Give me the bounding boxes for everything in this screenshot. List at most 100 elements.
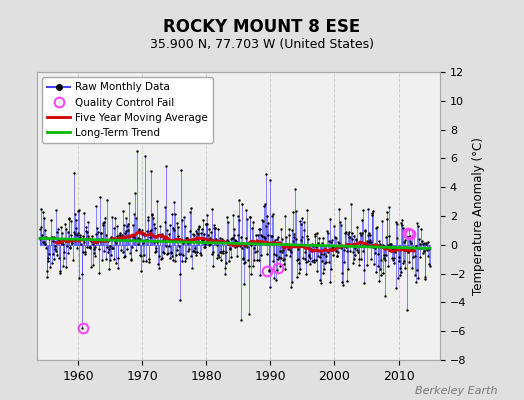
Point: [385, 233, 394, 240]
Point: [271, 241, 279, 247]
Point: [371, 244, 379, 251]
Point: [401, 264, 409, 271]
Point: [135, 226, 144, 233]
Point: [341, 230, 350, 237]
Point: [332, 252, 341, 259]
Point: [93, 225, 101, 231]
Point: [77, 241, 85, 247]
Point: [40, 238, 48, 245]
Point: [377, 257, 386, 263]
Point: [49, 238, 58, 244]
Point: [363, 262, 371, 268]
Point: [176, 296, 184, 303]
Point: [379, 255, 388, 261]
Point: [194, 226, 202, 232]
Point: [361, 228, 369, 234]
Point: [219, 248, 227, 254]
Point: [95, 246, 103, 252]
Point: [124, 220, 133, 227]
Point: [82, 224, 90, 230]
Point: [294, 270, 303, 277]
Point: [162, 243, 171, 249]
Point: [192, 228, 201, 234]
Point: [422, 241, 431, 247]
Point: [407, 240, 416, 246]
Point: [224, 218, 232, 225]
Point: [249, 263, 258, 269]
Point: [168, 211, 177, 218]
Point: [132, 215, 140, 221]
Point: [404, 248, 412, 255]
Point: [106, 243, 114, 250]
Point: [293, 246, 302, 252]
Point: [253, 257, 261, 264]
Point: [414, 223, 422, 229]
Point: [101, 215, 109, 222]
Point: [85, 244, 93, 250]
Point: [330, 223, 339, 230]
Point: [39, 215, 48, 222]
Point: [268, 233, 276, 239]
Point: [195, 224, 204, 230]
Point: [335, 206, 344, 212]
Point: [159, 237, 167, 244]
Point: [96, 229, 105, 236]
Point: [318, 240, 326, 246]
Point: [352, 237, 360, 244]
Point: [45, 236, 53, 242]
Point: [380, 293, 389, 299]
Point: [383, 209, 391, 216]
Point: [204, 226, 213, 232]
Point: [62, 237, 71, 244]
Point: [321, 246, 330, 252]
Point: [213, 242, 221, 248]
Point: [147, 226, 155, 233]
Point: [268, 210, 277, 217]
Point: [52, 206, 61, 213]
Point: [303, 258, 312, 264]
Point: [412, 267, 421, 273]
Point: [208, 206, 216, 212]
Point: [119, 222, 128, 228]
Point: [207, 229, 215, 235]
Point: [242, 235, 250, 241]
Point: [58, 236, 67, 243]
Point: [47, 235, 56, 241]
Point: [401, 237, 410, 244]
Point: [138, 227, 146, 233]
Point: [396, 265, 405, 271]
Point: [262, 171, 270, 178]
Point: [424, 239, 432, 246]
Point: [83, 229, 92, 236]
Point: [117, 236, 126, 242]
Point: [172, 220, 181, 226]
Point: [88, 235, 96, 242]
Point: [150, 239, 158, 246]
Point: [45, 251, 53, 258]
Point: [273, 236, 281, 242]
Point: [109, 244, 117, 251]
Point: [78, 325, 86, 332]
Point: [263, 251, 271, 257]
Point: [397, 220, 406, 226]
Point: [106, 257, 115, 264]
Point: [160, 204, 169, 210]
Point: [57, 240, 65, 246]
Point: [98, 257, 106, 263]
Point: [182, 255, 190, 262]
Point: [374, 251, 382, 257]
Point: [264, 220, 272, 226]
Point: [417, 226, 425, 232]
Point: [136, 236, 144, 242]
Point: [301, 259, 310, 265]
Point: [199, 216, 208, 223]
Point: [329, 244, 337, 250]
Point: [260, 201, 269, 207]
Point: [313, 230, 321, 236]
Point: [288, 227, 297, 234]
Point: [93, 229, 102, 236]
Point: [71, 217, 80, 224]
Point: [212, 254, 221, 261]
Point: [167, 249, 176, 256]
Point: [350, 233, 358, 239]
